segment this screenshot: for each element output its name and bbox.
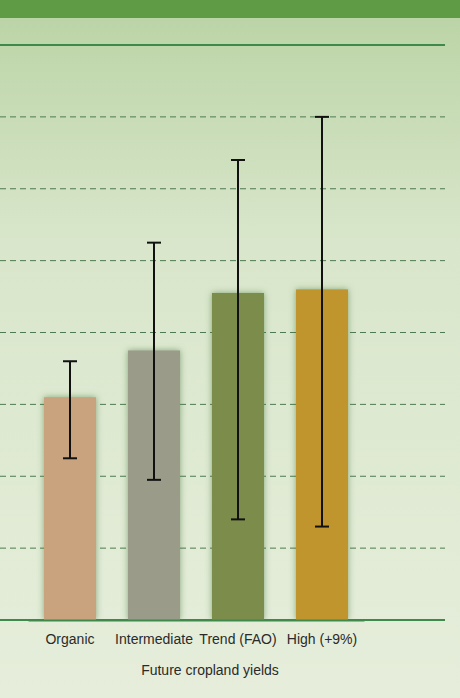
error-bar-stem (69, 361, 71, 458)
tick: Intermediate (115, 620, 193, 647)
tick-label: Organic (45, 631, 94, 647)
error-bar-cap (231, 518, 245, 520)
error-bar-cap (315, 526, 329, 528)
marks (44, 117, 348, 620)
background (0, 0, 460, 698)
error-bar-cap (63, 360, 77, 362)
grid-line (0, 260, 445, 261)
tick: Trend (FAO) (199, 620, 276, 647)
tick-label: Intermediate (115, 631, 193, 647)
error-bar (315, 117, 329, 527)
grid-line (0, 116, 445, 117)
error-bar-cap (147, 479, 161, 481)
chart: Organic Intermediate Trend (FAO) High (+9%)… (0, 0, 460, 698)
error-bar-cap (231, 159, 245, 161)
tick-label: High (+9%) (287, 631, 357, 647)
tick: Organic (45, 620, 94, 647)
grid (0, 45, 445, 620)
tick-label: Trend (FAO) (199, 631, 276, 647)
error-bar (231, 160, 245, 519)
error-bar-stem (321, 117, 323, 527)
error-bar-stem (153, 243, 155, 480)
tick: High (+9%) (287, 620, 357, 647)
error-bar-cap (315, 116, 329, 118)
error-bar-cap (63, 457, 77, 459)
axis-line (29, 620, 365, 622)
x-axis: Organic Intermediate Trend (FAO) High (+9%) (29, 620, 365, 647)
grid-line (0, 188, 445, 189)
error-bar-cap (147, 242, 161, 244)
grid-line (0, 44, 445, 46)
axis-title: Future cropland yields (141, 662, 279, 678)
error-bar (63, 361, 77, 458)
error-bar-stem (237, 160, 239, 519)
header-strip (0, 0, 460, 18)
error-bar (147, 243, 161, 480)
